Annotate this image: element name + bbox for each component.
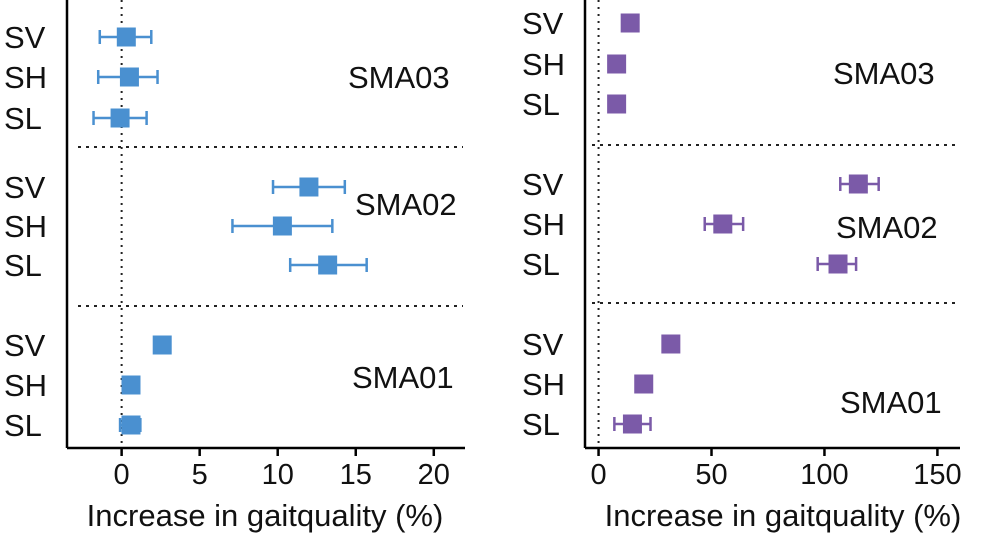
row-label: SV xyxy=(522,327,564,362)
x-tick-label: 10 xyxy=(262,459,294,491)
row-label: SH xyxy=(4,368,47,403)
row-label: SV xyxy=(4,170,46,205)
row-label: SH xyxy=(522,207,565,242)
chart-panel-2: 0 50 100 150 Increase in gaitquality (%) SMA0… xyxy=(522,0,962,533)
group-label-sma03: SMA03 xyxy=(348,60,450,95)
x-tick-label: 50 xyxy=(695,459,727,491)
row-label: SL xyxy=(4,248,42,283)
row-label: SL xyxy=(522,87,560,122)
group-label-sma02: SMA02 xyxy=(836,210,938,245)
row-label: SL xyxy=(4,408,42,443)
data-point-marker xyxy=(299,177,319,197)
row-label: SH xyxy=(4,60,47,95)
row-label: SH xyxy=(522,47,565,82)
x-tick-label: 5 xyxy=(192,459,208,491)
x-tick-label: 150 xyxy=(913,459,961,491)
x-axis-label: Increase in gaitquality (%) xyxy=(605,498,962,533)
row-label: SV xyxy=(522,6,564,41)
row-label: SV xyxy=(4,328,46,363)
row-label: SV xyxy=(4,20,46,55)
data-point-marker xyxy=(848,174,868,194)
data-point-marker xyxy=(607,94,627,114)
data-point-marker xyxy=(119,67,139,87)
data-point-marker xyxy=(121,415,141,435)
group-label-sma02: SMA02 xyxy=(355,187,457,222)
row-label: SL xyxy=(4,101,42,136)
data-point-marker xyxy=(713,214,733,234)
data-point-marker xyxy=(620,13,640,33)
x-tick-label: 100 xyxy=(800,459,848,491)
row-label: SH xyxy=(522,367,565,402)
data-point-marker xyxy=(121,375,141,395)
data-point-marker xyxy=(152,335,172,355)
x-axis-label: Increase in gaitquality (%) xyxy=(87,498,444,533)
data-point-marker xyxy=(318,255,338,275)
group-label-sma01: SMA01 xyxy=(352,360,454,395)
x-tick-label: 15 xyxy=(340,459,372,491)
row-label: SH xyxy=(4,209,47,244)
x-tick-label: 0 xyxy=(114,459,130,491)
data-point-marker xyxy=(607,54,627,74)
group-label-sma03: SMA03 xyxy=(833,56,935,91)
row-label: SL xyxy=(522,407,560,442)
x-tick-label: 0 xyxy=(590,459,606,491)
chart-panel-1: 0 5 10 15 20 Increase in gaitquality (%) SMA03… xyxy=(4,0,465,533)
x-tick-label: 20 xyxy=(418,459,450,491)
data-point-marker xyxy=(622,414,642,434)
data-point-marker xyxy=(828,254,848,274)
row-label: SL xyxy=(522,247,560,282)
group-label-sma01: SMA01 xyxy=(840,385,942,420)
data-point-marker xyxy=(661,334,681,354)
data-point-marker xyxy=(272,216,292,236)
data-point-marker xyxy=(116,27,136,47)
data-point-marker xyxy=(110,108,130,128)
row-label: SV xyxy=(522,167,564,202)
data-point-marker xyxy=(634,374,654,394)
